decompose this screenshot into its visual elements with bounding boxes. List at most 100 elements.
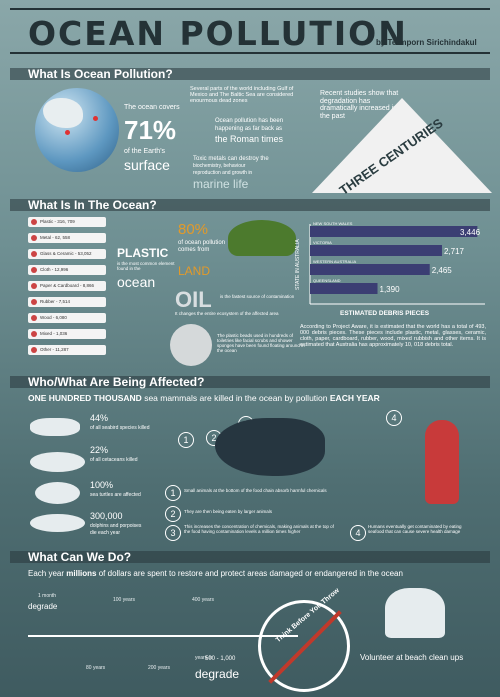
debris-item: Plastic - 316, 709 bbox=[28, 217, 106, 227]
degrade-label-2: degrade bbox=[195, 667, 240, 681]
chart-value: 2,717 bbox=[444, 247, 465, 256]
hundred-thousand: ONE HUNDRED THOUSAND bbox=[28, 393, 142, 403]
australia-text: According to Project Aware, it is estima… bbox=[300, 324, 486, 349]
section-heading: What Is In The Ocean? bbox=[28, 198, 157, 212]
top-stripe bbox=[10, 8, 490, 10]
debris-item-icon bbox=[31, 267, 37, 273]
volunteer-icon bbox=[385, 588, 445, 638]
debris-chart: NEW SOUTH WALES 3,446 VICTORIA 2,717 WESTERN… bbox=[309, 222, 485, 305]
section-heading: What Is Ocean Pollution? bbox=[28, 67, 173, 81]
stat-300000: 300,000 bbox=[90, 511, 123, 521]
step-4-text: Humans eventually get contaminated by ea… bbox=[368, 524, 462, 534]
stat-44: 44% bbox=[90, 413, 109, 423]
sea-mammals-line: ONE HUNDRED THOUSAND sea mammals are kil… bbox=[28, 393, 380, 403]
step-1-text: Small animals at the bottom of the food … bbox=[184, 488, 327, 493]
step-1-bubble: 1 bbox=[178, 432, 194, 448]
chart-bar bbox=[310, 264, 430, 275]
debris-triangle-icon bbox=[312, 98, 492, 193]
years-to: years to bbox=[195, 655, 213, 661]
debris-item-icon bbox=[31, 283, 37, 289]
roman-line1: Ocean pollution has been bbox=[215, 118, 284, 124]
toxic-line3: reproduction and growth in bbox=[193, 170, 253, 176]
spend-line: Each year millions of dollars are spent … bbox=[28, 569, 403, 579]
toxic-line1: Toxic metals can destroy the bbox=[193, 156, 269, 162]
plastic-label: PLASTIC bbox=[117, 246, 169, 260]
chart-category: QUEENSLAND bbox=[313, 278, 341, 283]
years-200: 200 years bbox=[148, 665, 170, 671]
stat-100-sub: sea turtles are affected bbox=[90, 492, 141, 498]
land-sub: of ocean pollution comes from bbox=[178, 240, 226, 253]
marine-text: marine life bbox=[193, 177, 249, 191]
debris-item: Glass & Ceramic - 53,052 bbox=[28, 249, 106, 259]
section-bar bbox=[10, 551, 490, 563]
plastic-sub: is the most common element found in the bbox=[117, 261, 175, 271]
dolphin-icon bbox=[30, 514, 85, 532]
step-3-label: 3 bbox=[165, 525, 181, 541]
chart-bar bbox=[310, 245, 442, 256]
stat-300000-sub2: die each year bbox=[90, 530, 121, 536]
human-body-icon bbox=[425, 420, 459, 504]
chart-category: NEW SOUTH WALES bbox=[313, 222, 353, 226]
debris-item: Metal - 62, 558 bbox=[28, 233, 106, 243]
section-bar bbox=[10, 376, 490, 388]
oil-sub: is the fastest source of contamination bbox=[220, 294, 295, 299]
stat-22: 22% bbox=[90, 445, 109, 455]
debris-item-icon bbox=[31, 299, 37, 305]
years-100: 100 years bbox=[113, 597, 135, 603]
debris-item-icon bbox=[31, 315, 37, 321]
covers-text: The ocean covers bbox=[124, 104, 180, 111]
step-4-bubble: 4 bbox=[386, 410, 402, 426]
chart-category: VICTORIA bbox=[313, 240, 332, 245]
title-stripe bbox=[10, 52, 490, 54]
percent-71: 71% bbox=[124, 115, 177, 145]
turtle-icon bbox=[35, 482, 80, 504]
debris-item-icon bbox=[31, 331, 37, 337]
debris-item-icon bbox=[31, 235, 37, 241]
step-4-label: 4 bbox=[350, 525, 366, 541]
stat-300000-sub: dolphins and porpoises bbox=[90, 523, 142, 529]
gulf-text: Several parts of the world including Gul… bbox=[190, 86, 294, 105]
sea-text: sea mammals are killed in the ocean by p… bbox=[144, 393, 328, 403]
month-label: 1 month bbox=[38, 593, 57, 599]
land-label: LAND bbox=[178, 264, 211, 278]
seabird-icon bbox=[30, 418, 80, 436]
step-3-text: This increases the concentration of chem… bbox=[184, 524, 334, 534]
spend-rest: of dollars are spent to restore and prot… bbox=[98, 569, 403, 578]
whale-icon bbox=[30, 452, 85, 472]
beads-text: The plastic beads used in hundreds of to… bbox=[217, 333, 305, 353]
debris-item: Wood - 6,080 bbox=[28, 313, 106, 323]
debris-item: Mixed - 1,036 bbox=[28, 329, 106, 339]
section-bar bbox=[10, 68, 490, 80]
chart-value: 1,390 bbox=[380, 285, 401, 294]
oil-sub2: It changes the entire ecosystem of the a… bbox=[175, 311, 279, 316]
chart-bar bbox=[310, 283, 378, 294]
step-1-label: 1 bbox=[165, 485, 181, 501]
globe-icon bbox=[35, 88, 119, 172]
stat-100: 100% bbox=[90, 480, 114, 490]
of-earth-text: of the Earth's bbox=[124, 148, 166, 155]
no-littering-icon bbox=[258, 600, 350, 692]
debris-item: Cloth - 12,996 bbox=[28, 265, 106, 275]
surface-text: surface bbox=[124, 157, 170, 173]
toxic-line2: biochemistry, behaviour bbox=[193, 163, 246, 169]
step-2-label: 2 bbox=[165, 506, 181, 522]
byline: by Termporn Sirichindakul bbox=[376, 38, 477, 47]
roman-line3: the Roman times bbox=[215, 134, 284, 144]
chart-category: WESTERN AUSTRALIA bbox=[313, 259, 356, 264]
debris-item-icon bbox=[31, 347, 37, 353]
chart-value: 2,465 bbox=[432, 266, 453, 275]
years-80: 80 years bbox=[86, 665, 106, 671]
land-percent: 80% bbox=[178, 221, 209, 238]
land-island-icon bbox=[228, 220, 296, 256]
debris-item: Rubber - 7,514 bbox=[28, 297, 106, 307]
stat-22-sub: of all cetaceans killed bbox=[90, 457, 138, 463]
debris-item-icon bbox=[31, 251, 37, 257]
years-400: 400 years bbox=[192, 597, 214, 603]
chart-value: 3,446 bbox=[460, 228, 481, 237]
decomposition-timeline bbox=[28, 635, 298, 637]
roman-line2: happening as far back as bbox=[215, 126, 283, 132]
oil-label: OIL bbox=[175, 287, 212, 312]
debris-item: Other - 11,287 bbox=[28, 345, 106, 355]
step-2-text: They are then being eaten by larger anim… bbox=[184, 509, 273, 514]
